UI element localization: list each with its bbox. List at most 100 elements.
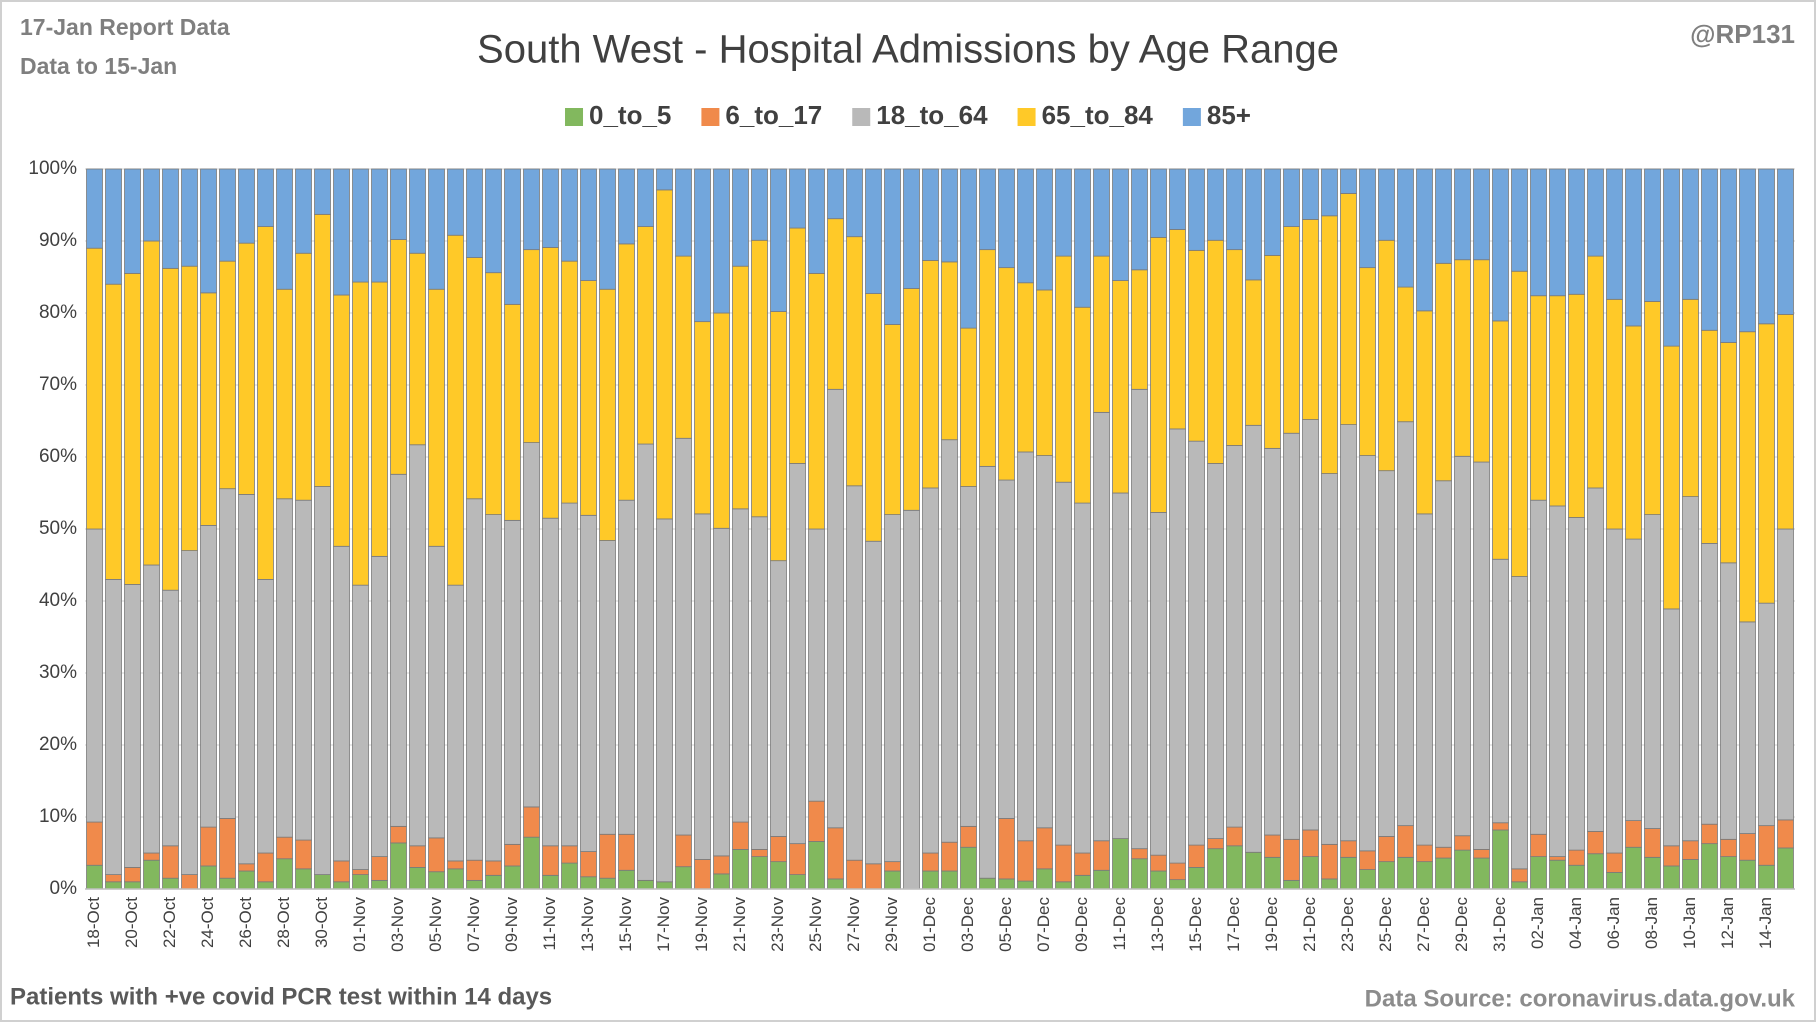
bar-segment xyxy=(1644,168,1661,302)
bar-segment xyxy=(1663,845,1680,867)
bar-segment xyxy=(352,168,369,283)
bar-segment xyxy=(390,825,407,844)
x-tick-label: 13-Dec xyxy=(1148,897,1167,952)
x-tick-label: 28-Oct xyxy=(274,897,293,948)
bar-segment xyxy=(219,877,236,890)
bar-segment xyxy=(827,218,844,390)
bar-segment xyxy=(485,168,502,274)
y-tick-label: 20% xyxy=(39,734,77,755)
bar-segment xyxy=(1131,388,1148,850)
x-tick-label: 01-Dec xyxy=(920,897,939,952)
bar-segment xyxy=(371,168,388,283)
x-tick-label: 21-Dec xyxy=(1300,897,1319,952)
bar-segment xyxy=(979,877,996,890)
bar-segment xyxy=(257,852,274,883)
bar-segment xyxy=(219,168,236,262)
bar-segment xyxy=(1625,325,1642,540)
bar-segment xyxy=(941,841,958,872)
bar-segment xyxy=(143,852,160,861)
bar-segment xyxy=(1549,295,1566,507)
x-tick-label: 18-Oct xyxy=(84,897,103,948)
bar-segment xyxy=(1682,859,1699,890)
bar-segment xyxy=(732,849,749,890)
bar-segment xyxy=(504,168,521,305)
x-tick-label: 29-Nov xyxy=(882,897,901,952)
bar-segment xyxy=(1359,850,1376,870)
bar-segment xyxy=(1530,856,1547,890)
bar-segment xyxy=(466,257,483,500)
bar-segment xyxy=(1473,849,1490,859)
bar-segment xyxy=(1074,852,1091,876)
bar-segment xyxy=(1777,528,1794,821)
bar-segment xyxy=(1169,879,1186,890)
bar-segment xyxy=(713,855,730,875)
bar-segment xyxy=(1017,840,1034,882)
bar-segment xyxy=(1188,249,1205,442)
bar-segment xyxy=(1321,215,1338,474)
bar-segment xyxy=(181,874,198,890)
bar-segment xyxy=(1017,451,1034,842)
bar-segment xyxy=(827,168,844,220)
x-tick-label: 10-Jan xyxy=(1680,897,1699,949)
bar-segment xyxy=(1492,822,1509,831)
bar-segment xyxy=(1587,831,1604,855)
bar-segment xyxy=(1378,861,1395,890)
bar-segment xyxy=(865,540,882,865)
bar-segment xyxy=(1074,306,1091,504)
bar-segment xyxy=(1701,823,1718,845)
bar-segment xyxy=(1777,314,1794,530)
bar-segment xyxy=(86,821,103,866)
bar-segment xyxy=(618,499,635,835)
bar-segment xyxy=(1777,168,1794,315)
bar-segment xyxy=(466,168,483,258)
bar-segment xyxy=(1359,267,1376,456)
bar-segment xyxy=(808,841,825,890)
legend: 0_to_5 6_to_17 18_to_64 65_to_84 85+ xyxy=(565,100,1251,130)
bar-segment xyxy=(998,168,1015,269)
bar-segment xyxy=(105,579,122,876)
bar-segment xyxy=(1454,259,1471,457)
bar-segment xyxy=(447,234,464,586)
bar-segment xyxy=(523,836,540,890)
bar-segment xyxy=(1720,168,1737,343)
bar-segment xyxy=(1416,861,1433,890)
bar-segment xyxy=(694,859,711,890)
bar-segment xyxy=(466,498,483,861)
bar-segment xyxy=(1226,826,1243,847)
bar-segment xyxy=(162,845,179,879)
bar-segment xyxy=(295,252,312,501)
bar-segment xyxy=(751,239,768,518)
bar-segment xyxy=(1055,844,1072,883)
bar-segment xyxy=(732,821,749,850)
bar-segment xyxy=(1454,835,1471,851)
bar-segment xyxy=(447,584,464,862)
bar-segment xyxy=(1093,255,1110,413)
bar-segment xyxy=(1112,280,1129,494)
bar-segment xyxy=(447,868,464,890)
bar-segment xyxy=(219,818,236,879)
bar-segment xyxy=(1511,881,1528,890)
bar-segment xyxy=(409,845,426,868)
bar-segment xyxy=(1302,419,1319,831)
bar-segment xyxy=(1739,168,1756,333)
bar-segment xyxy=(1131,848,1148,860)
bar-segment xyxy=(124,867,141,883)
x-tick-label: 05-Nov xyxy=(426,897,445,952)
bar-segment xyxy=(1207,168,1224,241)
bar-segment xyxy=(1340,840,1357,858)
bar-segment xyxy=(1150,512,1167,856)
bar-segment xyxy=(143,564,160,854)
bar-segment xyxy=(371,856,388,881)
bar-segment xyxy=(1264,834,1281,858)
bar-segment xyxy=(656,189,673,520)
bar-segment xyxy=(1245,168,1262,281)
bar-segment xyxy=(1378,239,1395,472)
bar-segment xyxy=(922,168,939,261)
bar-segment xyxy=(1036,827,1053,870)
bar-segment xyxy=(1587,255,1604,489)
bar-segment xyxy=(1150,854,1167,872)
bar-segment xyxy=(1549,505,1566,858)
bar-segment xyxy=(789,843,806,876)
bar-segment xyxy=(922,852,939,872)
bar-segment xyxy=(1397,286,1414,423)
